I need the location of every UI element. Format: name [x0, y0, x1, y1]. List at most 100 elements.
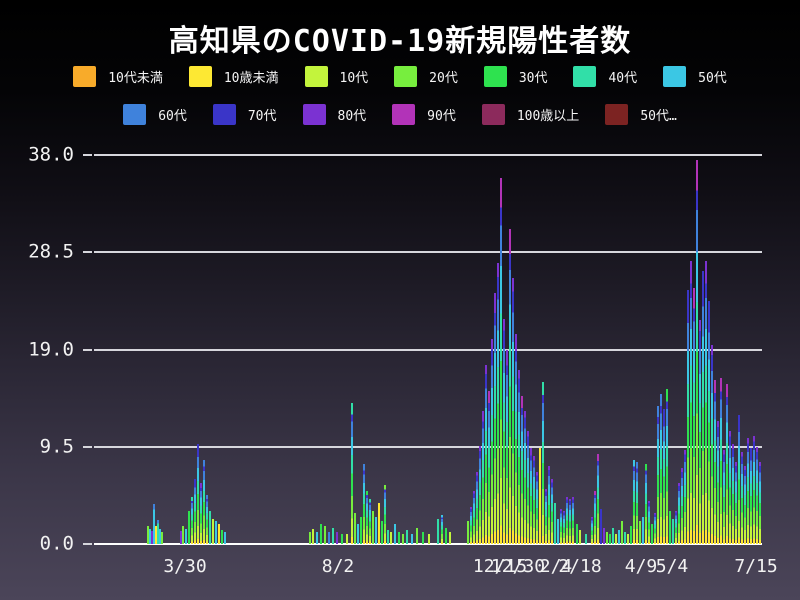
legend-item: 30代: [483, 66, 547, 87]
legend-swatch-icon: [302, 104, 326, 125]
bar: [720, 378, 722, 544]
bar: [572, 496, 574, 544]
bar: [536, 472, 538, 544]
bar: [375, 517, 377, 544]
bar: [328, 531, 330, 544]
bar: [576, 523, 578, 544]
bar: [548, 466, 550, 544]
bar: [470, 507, 472, 544]
legend-swatch-icon: [392, 104, 416, 125]
bar: [149, 528, 151, 544]
legend-label: 40代: [608, 71, 638, 86]
bar: [669, 511, 671, 544]
bar: [591, 517, 593, 544]
bar: [497, 262, 499, 544]
x-tick-label: 8/2: [321, 556, 355, 577]
bar: [157, 520, 159, 544]
legend-label: 10歳未満: [223, 71, 279, 86]
y-tick-mark: [83, 445, 92, 448]
y-tick-mark: [83, 348, 92, 351]
bar: [717, 421, 719, 544]
bar: [357, 523, 359, 544]
bar: [398, 531, 400, 544]
legend-swatch-icon: [394, 66, 418, 87]
bar: [729, 431, 731, 544]
bar: [639, 521, 641, 544]
bar: [527, 431, 529, 544]
bar: [182, 525, 184, 544]
gridline: [94, 348, 762, 351]
bar: [416, 527, 418, 544]
bar: [681, 468, 683, 544]
bar: [360, 517, 362, 544]
bar: [387, 529, 389, 544]
bar: [428, 533, 430, 544]
legend-item: 40代: [573, 66, 637, 87]
bar: [209, 511, 211, 544]
bar: [690, 260, 692, 544]
bar: [341, 533, 343, 544]
bar: [684, 449, 686, 544]
legend-swatch-icon: [188, 66, 212, 87]
bar: [354, 513, 356, 544]
legend-item: 80代: [302, 104, 367, 125]
x-tick-label: 7/15: [734, 556, 778, 577]
bar: [411, 533, 413, 544]
bar: [560, 509, 562, 544]
bar: [630, 525, 632, 544]
bar: [185, 528, 187, 544]
bar: [708, 300, 710, 544]
bar: [566, 496, 568, 544]
bar: [738, 415, 740, 544]
bar: [372, 511, 374, 544]
bar: [509, 228, 511, 544]
gridline: [94, 154, 762, 157]
bar: [155, 525, 157, 544]
bar: [539, 447, 541, 544]
bar: [554, 503, 556, 544]
bar: [378, 503, 380, 544]
bar: [735, 462, 737, 544]
bar: [320, 523, 322, 544]
bar: [597, 453, 599, 544]
legend-item: 90代: [392, 104, 456, 125]
bar: [651, 523, 653, 544]
bar: [678, 482, 680, 544]
x-axis-baseline: [94, 543, 762, 545]
legend-label: 70代: [247, 109, 277, 124]
bar: [384, 484, 386, 544]
legend-label: 80代: [337, 109, 367, 124]
y-tick-label: 0.0: [39, 532, 74, 555]
bar: [159, 528, 161, 544]
bar: [579, 529, 581, 544]
bar: [756, 446, 758, 544]
bar: [524, 411, 526, 544]
bar: [206, 494, 208, 544]
legend-row-2: 60代 70代 80代 90代 100歳以上 50代…: [0, 104, 800, 125]
bar: [473, 490, 475, 544]
legend-item: 60代: [123, 104, 187, 125]
bar: [759, 462, 761, 544]
bar: [693, 288, 695, 544]
bar: [491, 339, 493, 544]
bar: [615, 533, 617, 544]
bar: [624, 531, 626, 544]
bar: [753, 435, 755, 544]
y-tick-mark: [83, 543, 92, 545]
legend-swatch-icon: [212, 104, 236, 125]
bar: [609, 533, 611, 544]
bar: [191, 496, 193, 544]
bar: [551, 478, 553, 544]
x-tick-label: 2/4: [539, 556, 573, 577]
y-tick-label: 38.0: [28, 143, 74, 166]
bar: [161, 531, 163, 544]
legend-label: 50代…: [640, 109, 677, 124]
bar: [503, 318, 505, 544]
bar: [606, 531, 608, 544]
y-tick-label: 28.5: [28, 240, 74, 263]
bar: [422, 531, 424, 544]
bar: [506, 349, 508, 544]
bar: [600, 509, 602, 544]
bar: [702, 270, 704, 544]
